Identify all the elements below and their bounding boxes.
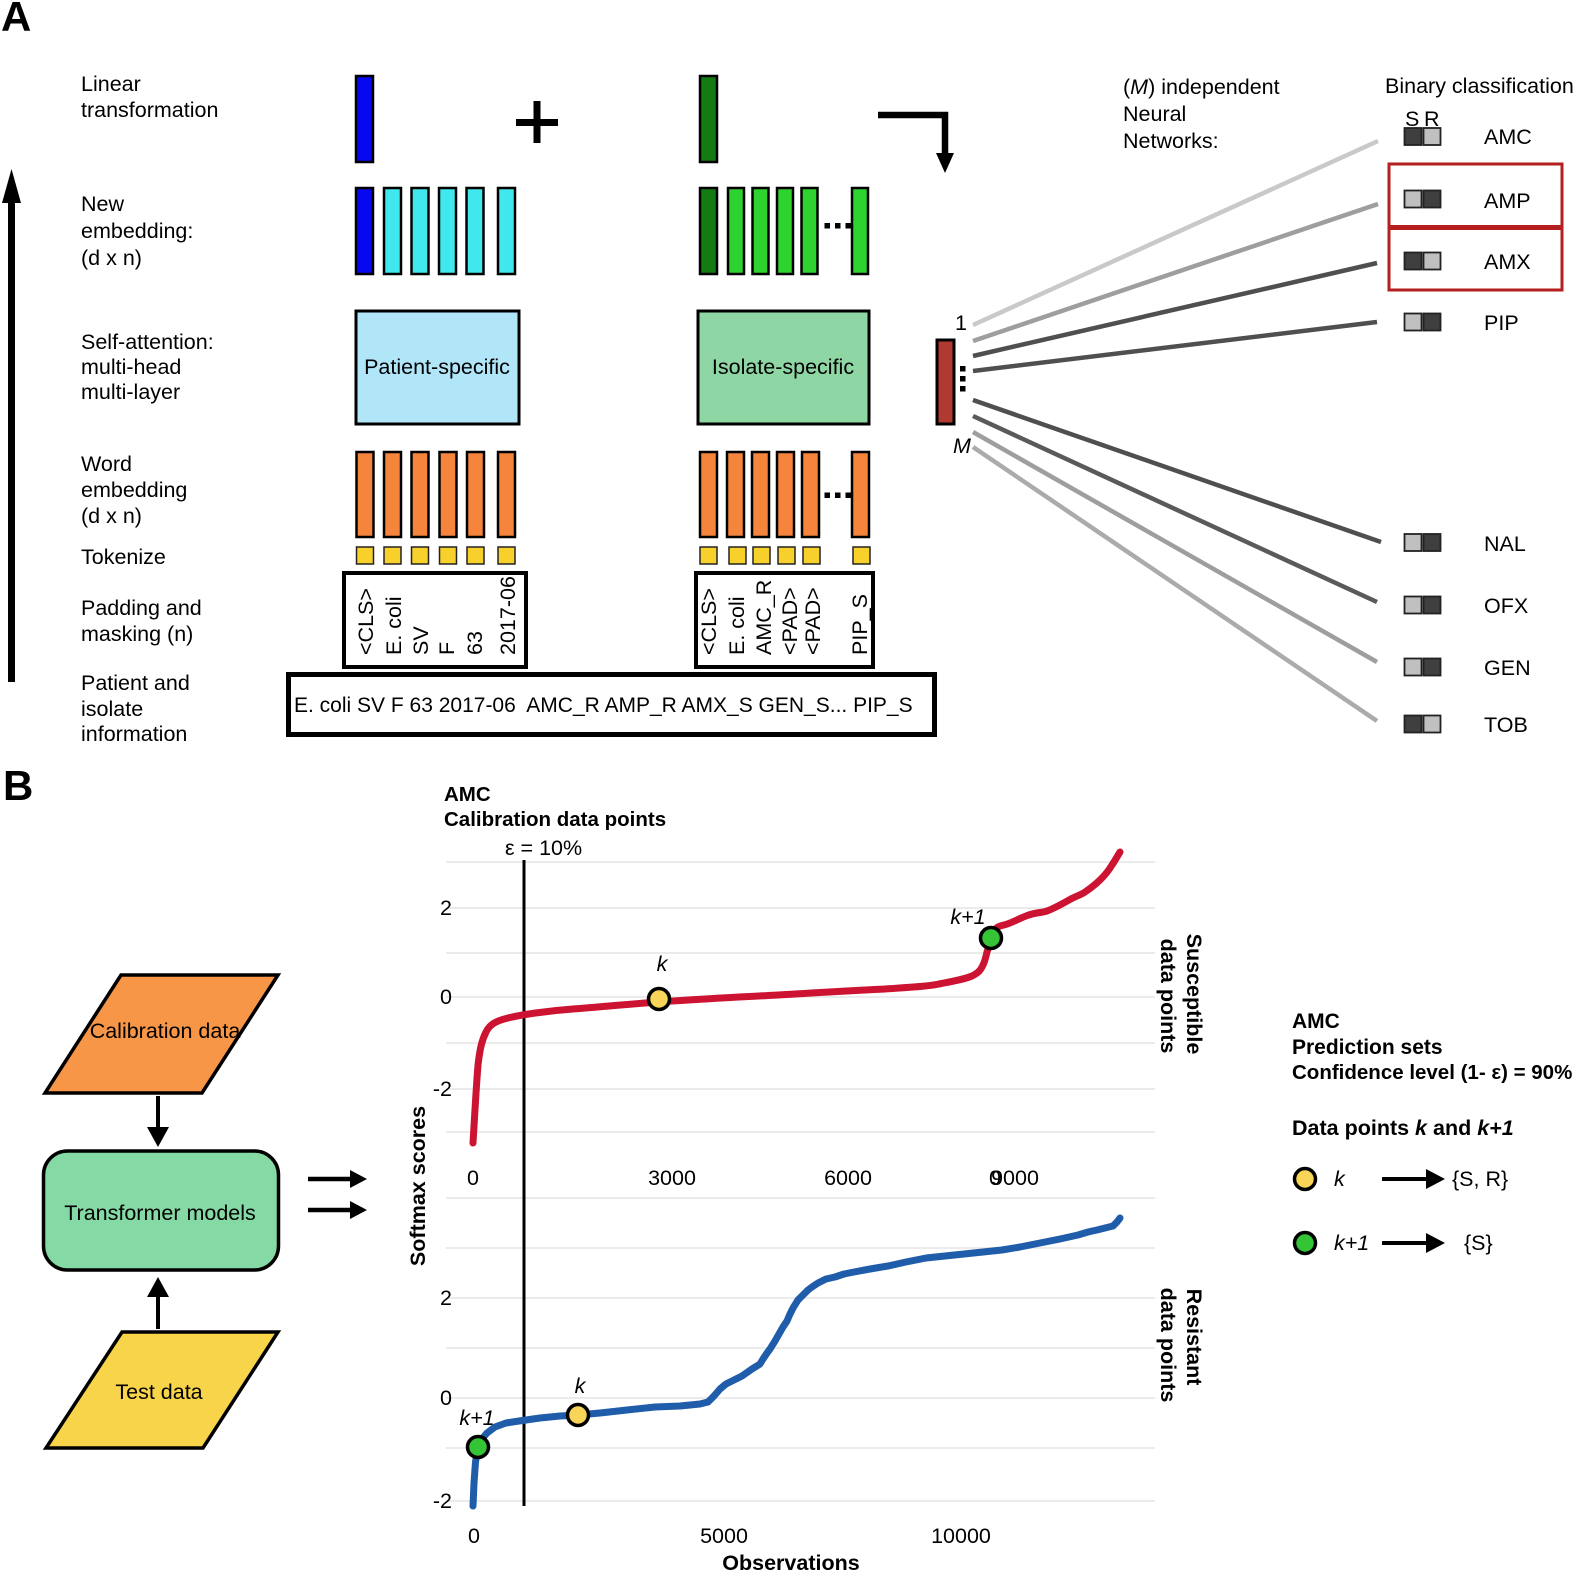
svg-text:transformation: transformation <box>81 98 218 122</box>
svg-text:Networks:: Networks: <box>1123 129 1219 153</box>
svg-text:isolate: isolate <box>81 697 143 721</box>
svg-text:Calibration data points: Calibration data points <box>444 808 666 831</box>
svg-text:S: S <box>1405 107 1419 131</box>
svg-text:PIP_S: PIP_S <box>848 594 872 655</box>
svg-text:{S}: {S} <box>1464 1231 1493 1255</box>
svg-text:multi-head: multi-head <box>81 355 181 379</box>
svg-text:k: k <box>575 1374 587 1398</box>
svg-text:Test data: Test data <box>115 1380 202 1404</box>
svg-text:0: 0 <box>467 1166 479 1190</box>
svg-text:0: 0 <box>440 1386 452 1410</box>
svg-text:TOB: TOB <box>1484 713 1528 737</box>
svg-text:k+1: k+1 <box>459 1406 494 1430</box>
svg-text:-2: -2 <box>433 1077 452 1101</box>
svg-text:embedding: embedding <box>81 478 187 502</box>
svg-text:3000: 3000 <box>648 1166 696 1190</box>
svg-text:10000: 10000 <box>931 1524 991 1548</box>
svg-text:information: information <box>81 722 187 746</box>
svg-text:AMX: AMX <box>1484 250 1531 274</box>
svg-text:Padding and: Padding and <box>81 596 202 620</box>
svg-text:63: 63 <box>463 631 487 655</box>
svg-text:2: 2 <box>440 1286 452 1310</box>
svg-text:<CLS>: <CLS> <box>354 588 378 655</box>
svg-text:6000: 6000 <box>824 1166 872 1190</box>
svg-text:SV: SV <box>409 626 433 655</box>
svg-text:NAL: NAL <box>1484 532 1526 556</box>
svg-text:Softmax scores: Softmax scores <box>406 1106 430 1266</box>
svg-text:E. coli: E. coli <box>725 596 749 655</box>
svg-text:ε = 10%: ε = 10% <box>505 836 582 860</box>
svg-text:multi-layer: multi-layer <box>81 380 180 404</box>
svg-text:0: 0 <box>468 1524 480 1548</box>
svg-text:Confidence level (1- ε) = 90%: Confidence level (1- ε) = 90% <box>1292 1061 1572 1084</box>
svg-text:PIP: PIP <box>1484 311 1519 335</box>
svg-text:Data points k and k+1: Data points k and k+1 <box>1292 1116 1514 1140</box>
svg-text:E. coli: E. coli <box>382 596 406 655</box>
svg-text:<CLS>: <CLS> <box>697 588 721 655</box>
svg-text:GEN: GEN <box>1484 656 1531 680</box>
svg-text:F: F <box>435 642 459 655</box>
svg-text:AMC: AMC <box>1292 1010 1340 1033</box>
svg-text:<PAD>: <PAD> <box>801 587 825 655</box>
svg-text:AMP: AMP <box>1484 189 1531 213</box>
svg-text:A: A <box>1 0 31 40</box>
svg-text:Prediction sets: Prediction sets <box>1292 1036 1443 1059</box>
svg-text:5000: 5000 <box>700 1524 748 1548</box>
svg-text:Susceptible: Susceptible <box>1182 934 1206 1055</box>
svg-text:0: 0 <box>989 1166 1001 1190</box>
svg-text:Observations: Observations <box>722 1551 859 1575</box>
svg-text:k: k <box>1334 1167 1346 1191</box>
svg-text:R: R <box>1424 107 1440 131</box>
svg-text:AMC: AMC <box>444 783 491 806</box>
svg-text:Linear: Linear <box>81 72 141 96</box>
svg-text:Word: Word <box>81 452 132 476</box>
svg-text:0: 0 <box>440 985 452 1009</box>
svg-text:k+1: k+1 <box>950 905 985 929</box>
svg-text:(d x n): (d x n) <box>81 504 142 528</box>
svg-text:1: 1 <box>955 311 967 335</box>
svg-text:AMC: AMC <box>1484 125 1532 149</box>
svg-text:k: k <box>657 952 669 976</box>
svg-text:9000: 9000 <box>991 1166 1039 1190</box>
svg-text:k+1: k+1 <box>1334 1231 1369 1255</box>
svg-text:M: M <box>953 434 971 458</box>
svg-text:(M) independent: (M) independent <box>1123 75 1280 99</box>
svg-text:Transformer models: Transformer models <box>64 1201 256 1225</box>
svg-text:Calibration data: Calibration data <box>90 1019 241 1043</box>
svg-text:B: B <box>3 762 33 809</box>
svg-text:Self-attention:: Self-attention: <box>81 330 214 354</box>
svg-text:E. coli SV F 63 2017-06 AMC_R: E. coli SV F 63 2017-06 AMC_R AMP_R AMX_… <box>294 694 913 717</box>
svg-text:Neural: Neural <box>1123 102 1186 126</box>
svg-text:-2: -2 <box>433 1489 452 1513</box>
svg-text:data points: data points <box>1156 939 1180 1054</box>
svg-text:{S, R}: {S, R} <box>1452 1167 1508 1191</box>
svg-text:(d x n): (d x n) <box>81 246 142 270</box>
svg-text:New: New <box>81 192 124 216</box>
svg-text:<PAD>: <PAD> <box>778 587 802 655</box>
svg-text:Tokenize: Tokenize <box>81 545 166 569</box>
svg-text:masking (n): masking (n) <box>81 622 193 646</box>
svg-text:embedding:: embedding: <box>81 219 193 243</box>
svg-text:2: 2 <box>440 896 452 920</box>
svg-text:AMC_R: AMC_R <box>752 580 776 655</box>
svg-text:2017-06: 2017-06 <box>496 576 520 655</box>
svg-text:Isolate-specific: Isolate-specific <box>712 355 854 379</box>
svg-text:data points: data points <box>1156 1288 1180 1403</box>
svg-text:Binary classification: Binary classification <box>1385 74 1574 98</box>
svg-text:Resistant: Resistant <box>1182 1289 1206 1386</box>
svg-text:Patient-specific: Patient-specific <box>364 355 510 379</box>
svg-text:Patient and: Patient and <box>81 671 190 695</box>
svg-text:OFX: OFX <box>1484 594 1528 618</box>
